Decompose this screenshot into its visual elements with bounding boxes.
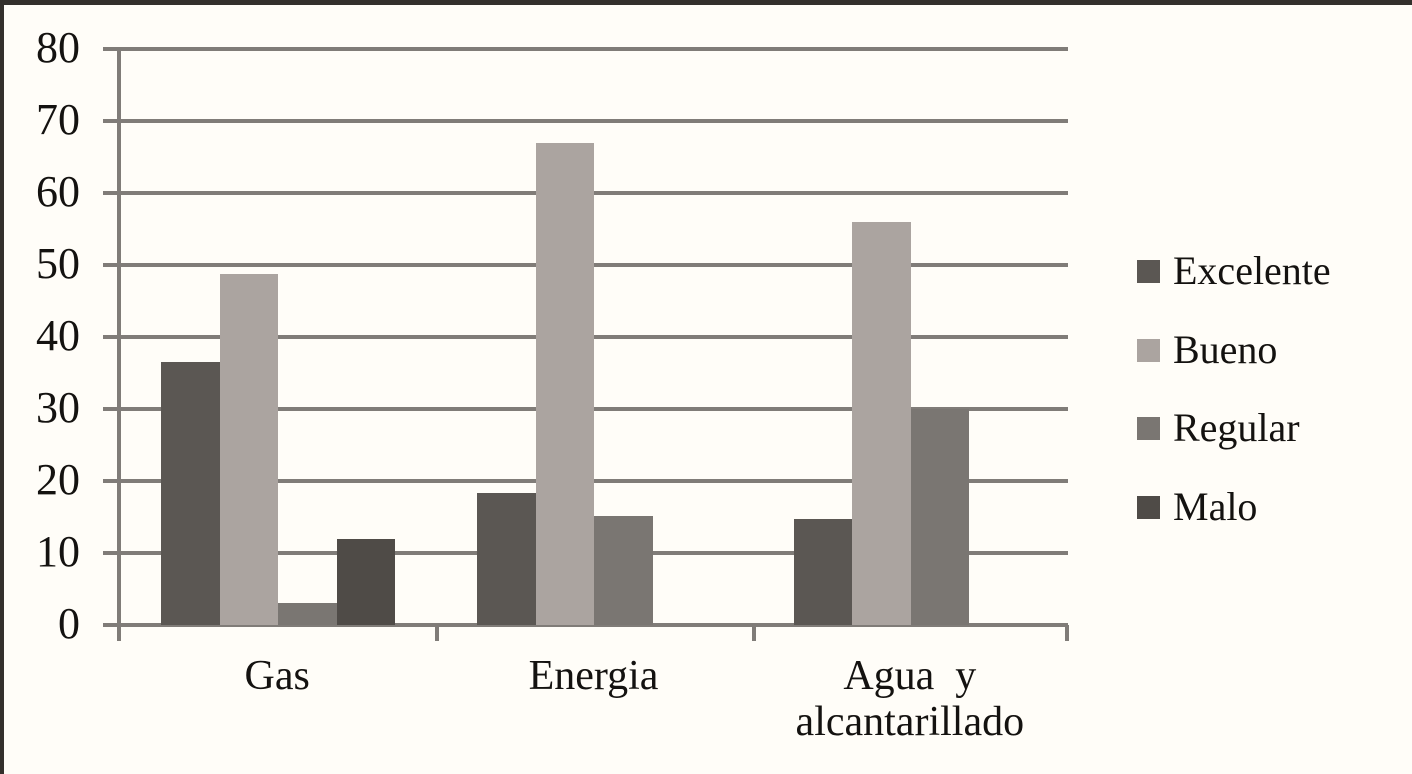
x-axis-category-label-line: Agua y [843, 653, 977, 699]
legend-label: Regular [1173, 405, 1300, 450]
legend-item-excelente: Excelente [1137, 251, 1331, 291]
x-axis-category-label: Gas [117, 653, 437, 699]
x-axis-tick [752, 625, 756, 641]
legend-swatch-malo-icon [1137, 495, 1160, 519]
legend-label: Malo [1173, 484, 1258, 529]
x-axis-tick [1065, 625, 1069, 641]
bar-gas-regular [278, 603, 337, 625]
y-axis-tick-label: 30 [36, 383, 80, 432]
y-axis-tick-label: 70 [36, 95, 80, 144]
y-axis-tick-label: 0 [58, 599, 80, 648]
legend-label: Excelente [1173, 248, 1331, 293]
gridline-y-80 [103, 47, 1068, 51]
y-axis-tick-label: 80 [36, 23, 80, 72]
x-axis-category-label: Energia [434, 653, 754, 699]
y-axis-line [117, 47, 121, 641]
x-axis-category-label-line: Energia [528, 653, 659, 699]
gridline-y-0 [103, 623, 1068, 627]
legend-swatch-bueno-icon [1137, 338, 1160, 362]
legend-label: Bueno [1173, 327, 1278, 372]
bar-gas-malo [336, 538, 395, 625]
x-axis-category-label: Agua y alcantarillado [750, 653, 1070, 745]
bar-energia-regular [594, 515, 653, 625]
legend-item-regular: Regular [1137, 408, 1300, 448]
chart-legend: Excelente Bueno Regular Malo [1137, 0, 1407, 774]
bar-gas-bueno [219, 274, 278, 625]
y-axis-tick-label: 40 [36, 311, 80, 360]
x-axis-tick [435, 625, 439, 641]
bar-gas-excelente [161, 362, 220, 625]
gridline-y-70 [103, 119, 1068, 123]
bar-agua-regular [910, 409, 970, 625]
legend-item-malo: Malo [1137, 487, 1257, 527]
y-axis-tick-label: 50 [36, 239, 80, 288]
y-axis-tick-label: 20 [36, 455, 80, 504]
legend-swatch-excelente-icon [1137, 259, 1160, 283]
x-axis-category-label-line: alcantarillado [795, 699, 1025, 745]
bar-energia-excelente [477, 493, 536, 625]
bar-agua-excelente [793, 519, 853, 625]
legend-swatch-regular-icon [1137, 416, 1160, 440]
bar-energia-bueno [535, 143, 595, 625]
y-axis-tick-label: 10 [36, 527, 80, 576]
legend-item-bueno: Bueno [1137, 330, 1277, 370]
y-axis-tick-label: 60 [36, 167, 80, 216]
bar-agua-bueno [852, 221, 911, 625]
x-axis-category-label-line: Gas [244, 653, 310, 699]
